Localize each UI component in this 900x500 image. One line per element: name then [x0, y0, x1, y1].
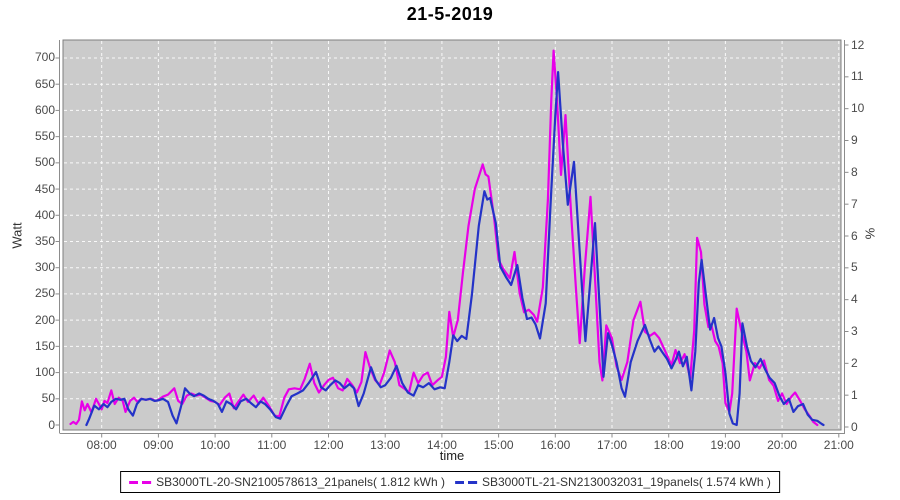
- y-left-tick-label: 650: [34, 76, 55, 91]
- y-right-tick-label: 8: [851, 164, 858, 179]
- legend-item-inverter-1: SB3000TL-20-SN2100578613_21panels( 1.812…: [129, 475, 445, 489]
- legend-item-inverter-2: SB3000TL-21-SN2130032031_19panels( 1.574…: [455, 475, 771, 489]
- y-left-tick-label: 600: [34, 102, 55, 117]
- series-line-2: [85, 70, 825, 427]
- y-left-tick-label: 250: [34, 286, 55, 301]
- y-right-tick-label: 3: [851, 324, 858, 338]
- y-left-tick-label: 150: [34, 338, 55, 353]
- y-left-tick-label: 400: [34, 207, 55, 222]
- y-right-tick-label: 11: [851, 69, 864, 84]
- y-left-tick-label: 300: [34, 260, 55, 275]
- x-tick-label: 08:00: [86, 438, 117, 452]
- legend: SB3000TL-20-SN2100578613_21panels( 1.812…: [120, 471, 780, 493]
- y-left-tick-label: 200: [34, 312, 55, 327]
- y-left-tick-label: 100: [34, 365, 55, 380]
- y-left-tick-label: 0: [48, 417, 55, 432]
- x-tick-label: 14:00: [426, 438, 457, 452]
- x-tick-label: 19:00: [710, 438, 741, 452]
- x-tick-label: 16:00: [540, 438, 571, 452]
- x-tick-label: 11:00: [257, 438, 287, 452]
- y-left-tick-label: 350: [34, 233, 55, 248]
- y-left-tick-label: 500: [34, 155, 55, 170]
- x-tick-label: 13:00: [370, 438, 401, 452]
- y-right-tick-label: 1: [851, 387, 858, 402]
- x-tick-label: 18:00: [653, 438, 684, 452]
- x-axis-label: time: [439, 448, 465, 463]
- y-right-tick-label: 7: [851, 196, 858, 211]
- x-tick-label: 15:00: [483, 438, 514, 452]
- legend-label-inverter-1: SB3000TL-20-SN2100578613_21panels( 1.812…: [156, 475, 445, 489]
- x-tick-label: 20:00: [767, 438, 798, 452]
- x-tick-label: 12:00: [313, 438, 344, 452]
- y-left-tick-label: 450: [34, 181, 55, 196]
- y-right-tick-label: 4: [851, 292, 858, 307]
- x-tick-label: 21:00: [823, 438, 854, 452]
- x-tick-label: 09:00: [143, 438, 174, 452]
- y-right-tick-label: 10: [851, 101, 865, 116]
- y-right-tick-label: 6: [851, 228, 858, 243]
- y-right-tick-label: 9: [851, 133, 858, 147]
- y-left-tick-label: 700: [34, 50, 55, 65]
- y-right-tick-label: 5: [851, 260, 858, 275]
- y-right-tick-label: 0: [851, 419, 858, 434]
- series-2-line-sample-icon: [455, 480, 477, 484]
- chart-title: 21-5-2019: [406, 4, 494, 24]
- x-tick-label: 10:00: [200, 438, 231, 452]
- x-tick-label: 17:00: [596, 438, 628, 452]
- series-1-line-sample-icon: [129, 480, 152, 484]
- y-left-tick-label: 550: [34, 129, 55, 144]
- plot-canvas: [55, 39, 849, 438]
- y-right-tick-label: 2: [851, 355, 858, 370]
- y-right-tick-label: 12: [851, 37, 865, 52]
- y-left-tick-label: 50: [41, 391, 55, 406]
- legend-label-inverter-2: SB3000TL-21-SN2130032031_19panels( 1.574…: [482, 475, 771, 489]
